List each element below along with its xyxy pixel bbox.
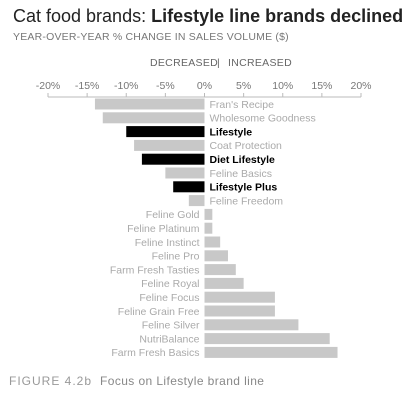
bar-label: Feline Platinum xyxy=(127,223,200,235)
bar-label: Feline Silver xyxy=(142,320,200,332)
figure-number: FIGURE 4.2b xyxy=(9,374,93,388)
bar xyxy=(204,264,236,276)
bar-label: Feline Grain Free xyxy=(118,306,200,318)
bar xyxy=(204,333,330,345)
bar xyxy=(141,153,205,165)
x-tick-label: 0% xyxy=(197,80,212,92)
bar-label: Lifestyle Plus xyxy=(210,182,278,194)
x-tick-label: -5% xyxy=(156,80,175,92)
chart-subtitle: YEAR-OVER-YEAR % CHANGE IN SALES VOLUME … xyxy=(13,31,289,43)
bar-label: Farm Fresh Tasties xyxy=(110,264,200,276)
bar-label: Wholesome Goodness xyxy=(210,113,316,125)
bar-label: Feline Basics xyxy=(210,168,272,180)
bar xyxy=(204,319,299,331)
bar xyxy=(188,195,205,207)
chart-title-prefix: Cat food brands: xyxy=(13,6,152,26)
x-tick-label: 10% xyxy=(272,80,293,92)
bar xyxy=(204,236,221,248)
figure-caption-text: Focus on Lifestyle brand line xyxy=(100,374,265,388)
bar-label: Feline Instinct xyxy=(135,237,200,249)
bar-label: Feline Freedom xyxy=(210,195,284,207)
bar-label: Lifestyle xyxy=(210,126,253,138)
direction-separator: | xyxy=(217,57,221,69)
bar xyxy=(94,98,205,110)
bar xyxy=(204,208,213,220)
decreased-label: DECREASED xyxy=(150,57,219,69)
bar xyxy=(165,167,205,179)
bar xyxy=(204,250,228,262)
x-tick-label: 20% xyxy=(350,80,371,92)
bar xyxy=(204,222,213,234)
bar-label: Feline Focus xyxy=(139,292,199,304)
increased-label: INCREASED xyxy=(228,57,292,69)
figure-caption: FIGURE 4.2b Focus on Lifestyle brand line xyxy=(9,374,264,388)
bar-label: Farm Fresh Basics xyxy=(111,347,199,359)
chart-title-bold: Lifestyle line brands declined xyxy=(151,6,404,26)
bar xyxy=(102,112,205,124)
x-tick-label: -15% xyxy=(75,80,100,92)
bar xyxy=(173,181,205,193)
bar-label: Diet Lifestyle xyxy=(210,154,276,166)
bar xyxy=(204,291,275,303)
chart-title: Cat food brands: Lifestyle line brands d… xyxy=(13,6,403,27)
bar xyxy=(204,277,244,289)
x-tick-label: 5% xyxy=(236,80,251,92)
bar-label: Fran's Recipe xyxy=(210,99,275,111)
bar xyxy=(204,346,338,358)
bar xyxy=(134,139,205,151)
x-tick-label: -10% xyxy=(114,80,139,92)
bar xyxy=(126,126,205,138)
bar-label: Coat Protection xyxy=(210,140,283,152)
bar-label: Feline Pro xyxy=(152,251,200,263)
bar-label: Feline Gold xyxy=(146,209,200,221)
bar-label: NutriBalance xyxy=(139,333,199,345)
bar-chart: -20% -15% -10% -5% 0% 5% 10% 15% 20% Fran's Recip… xyxy=(36,80,372,359)
bar-label: Feline Royal xyxy=(141,278,199,290)
x-tick-label: -20% xyxy=(36,80,61,92)
x-tick-label: 15% xyxy=(311,80,332,92)
bar xyxy=(204,305,275,317)
